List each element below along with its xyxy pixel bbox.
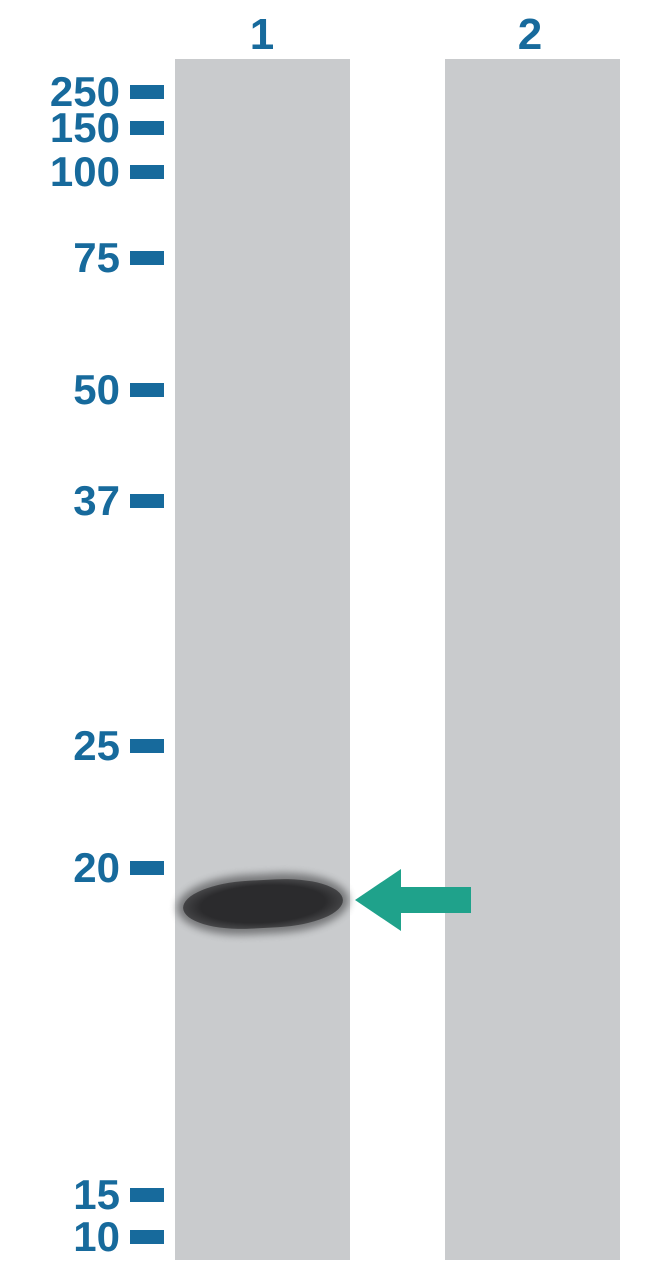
- marker-label-150: 150: [50, 107, 120, 149]
- marker-label-10: 10: [73, 1216, 120, 1258]
- marker-label-15: 15: [73, 1174, 120, 1216]
- marker-tick-50: [130, 383, 164, 397]
- marker-tick-150: [130, 121, 164, 135]
- marker-tick-15: [130, 1188, 164, 1202]
- western-blot-figure: 1225015010075503725201510: [0, 0, 650, 1270]
- lane-label-1: 1: [232, 10, 292, 60]
- marker-tick-20: [130, 861, 164, 875]
- lane-1: [175, 59, 350, 1260]
- lane-label-2: 2: [500, 10, 560, 60]
- marker-label-25: 25: [73, 725, 120, 767]
- marker-label-20: 20: [73, 847, 120, 889]
- marker-tick-10: [130, 1230, 164, 1244]
- marker-label-75: 75: [73, 237, 120, 279]
- marker-tick-37: [130, 494, 164, 508]
- marker-tick-100: [130, 165, 164, 179]
- arrow-head-icon: [355, 869, 401, 931]
- band-indicator-arrow: [355, 869, 471, 931]
- marker-tick-75: [130, 251, 164, 265]
- marker-label-50: 50: [73, 369, 120, 411]
- marker-tick-250: [130, 85, 164, 99]
- lane-2: [445, 59, 620, 1260]
- marker-tick-25: [130, 739, 164, 753]
- marker-label-100: 100: [50, 151, 120, 193]
- arrow-shaft: [401, 887, 471, 913]
- marker-label-37: 37: [73, 480, 120, 522]
